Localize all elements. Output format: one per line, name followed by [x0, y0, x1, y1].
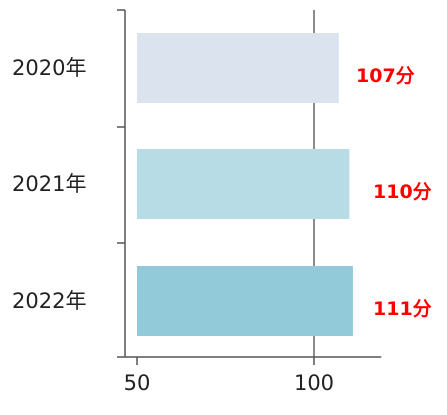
- axes: [117, 9, 382, 365]
- x-tick-label-100: 100: [294, 371, 334, 395]
- bar-2022年: [137, 266, 353, 336]
- x-tick-label-50: 50: [124, 371, 151, 395]
- bar-2020年: [137, 33, 339, 103]
- bars: [137, 33, 353, 336]
- data-label-2021年: 110分: [373, 181, 432, 203]
- category-label-2021年: 2021年: [12, 172, 86, 196]
- category-label-2022年: 2022年: [12, 289, 86, 313]
- data-label-2022年: 111分: [373, 298, 432, 320]
- bar-2021年: [137, 149, 350, 219]
- data-label-2020年: 107分: [356, 65, 415, 87]
- labels: 2020年 2021年 2022年 50 100 107分 110分 111分: [12, 56, 432, 395]
- category-label-2020年: 2020年: [12, 56, 86, 80]
